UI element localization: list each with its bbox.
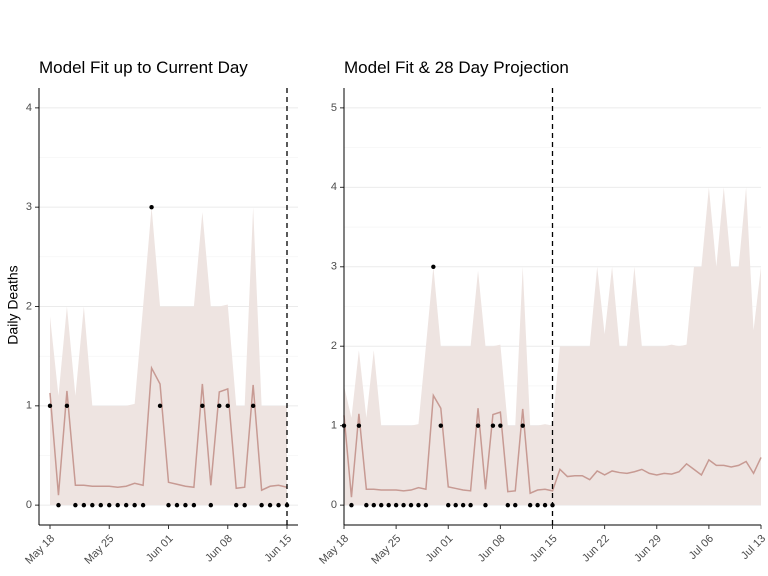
data-point bbox=[56, 502, 61, 508]
data-point bbox=[217, 403, 222, 409]
chart-title: Model Fit up to Current Day bbox=[39, 58, 248, 77]
data-point bbox=[356, 423, 362, 428]
data-point bbox=[416, 502, 421, 508]
y-tick-label: 1 bbox=[26, 400, 32, 412]
data-point bbox=[542, 502, 548, 508]
y-tick-label: 2 bbox=[331, 340, 337, 352]
data-point bbox=[183, 502, 188, 508]
x-tick-label: Jun 01 bbox=[144, 533, 176, 565]
x-tick-label: May 25 bbox=[82, 533, 116, 567]
x-tick-label: Jun 08 bbox=[476, 533, 508, 565]
data-point bbox=[527, 502, 533, 508]
x-tick-label: Jun 15 bbox=[528, 533, 560, 565]
data-point bbox=[73, 502, 78, 508]
data-point bbox=[408, 502, 414, 508]
data-point bbox=[423, 502, 429, 508]
data-point bbox=[475, 423, 481, 428]
data-point bbox=[468, 502, 473, 508]
x-tick-label: May 18 bbox=[317, 533, 351, 567]
data-point bbox=[140, 502, 146, 508]
data-point bbox=[349, 502, 354, 508]
data-point bbox=[98, 502, 103, 508]
data-point bbox=[250, 403, 256, 409]
data-point bbox=[234, 502, 239, 508]
y-tick-label: 4 bbox=[26, 102, 32, 114]
data-point bbox=[393, 502, 399, 508]
data-point bbox=[431, 264, 436, 269]
x-tick-label: Jun 29 bbox=[632, 533, 664, 565]
x-tick-label: May 25 bbox=[369, 533, 403, 567]
data-point bbox=[446, 502, 451, 508]
ribbon bbox=[344, 187, 761, 506]
data-point bbox=[460, 502, 466, 508]
data-point bbox=[276, 502, 281, 508]
y-tick-label: 4 bbox=[331, 181, 337, 193]
x-tick-label: Jun 15 bbox=[262, 533, 294, 565]
data-point bbox=[386, 502, 391, 508]
data-point bbox=[200, 403, 205, 409]
data-point bbox=[267, 502, 273, 508]
data-point bbox=[490, 423, 496, 428]
y-axis-label: Daily Deaths bbox=[5, 265, 21, 344]
data-point bbox=[191, 502, 197, 508]
x-tick-label: Jun 08 bbox=[203, 533, 235, 565]
data-point bbox=[81, 502, 87, 508]
data-point bbox=[166, 502, 171, 508]
chart-title: Model Fit & 28 Day Projection bbox=[344, 58, 569, 77]
data-point bbox=[242, 502, 247, 508]
median-line bbox=[343, 393, 762, 498]
data-point bbox=[483, 502, 488, 508]
data-point bbox=[64, 403, 70, 409]
ribbon bbox=[50, 207, 287, 506]
data-point bbox=[115, 502, 120, 508]
x-tick-label: Jul 06 bbox=[687, 533, 716, 562]
y-tick-label: 0 bbox=[26, 499, 32, 511]
x-tick-label: Jun 01 bbox=[424, 533, 456, 565]
data-point bbox=[535, 502, 540, 508]
data-point bbox=[132, 502, 137, 508]
y-tick-label: 0 bbox=[331, 499, 337, 511]
y-tick-label: 1 bbox=[331, 420, 337, 432]
data-point bbox=[371, 502, 376, 508]
x-tick-label: Jun 22 bbox=[580, 533, 612, 565]
x-tick-label: May 18 bbox=[23, 533, 57, 567]
median-line bbox=[49, 365, 288, 496]
data-point bbox=[505, 502, 511, 508]
data-point bbox=[401, 502, 406, 508]
data-point bbox=[438, 423, 444, 428]
data-point bbox=[157, 403, 163, 409]
data-point bbox=[379, 502, 384, 508]
y-tick-label: 3 bbox=[331, 261, 337, 273]
data-point bbox=[107, 502, 112, 508]
data-point bbox=[498, 423, 503, 428]
data-point bbox=[208, 502, 214, 508]
y-tick-label: 5 bbox=[331, 102, 337, 114]
x-tick-label: Jul 13 bbox=[739, 533, 768, 562]
data-point bbox=[453, 502, 458, 508]
data-point bbox=[47, 403, 53, 409]
data-point bbox=[149, 204, 154, 210]
data-point bbox=[520, 423, 525, 428]
data-point bbox=[123, 502, 129, 508]
data-point bbox=[90, 502, 95, 508]
data-point bbox=[364, 502, 369, 508]
data-point bbox=[225, 403, 230, 409]
y-tick-label: 2 bbox=[26, 300, 32, 312]
y-tick-label: 3 bbox=[26, 201, 32, 213]
data-point bbox=[513, 502, 518, 508]
data-point bbox=[259, 502, 264, 508]
data-point bbox=[174, 502, 180, 508]
